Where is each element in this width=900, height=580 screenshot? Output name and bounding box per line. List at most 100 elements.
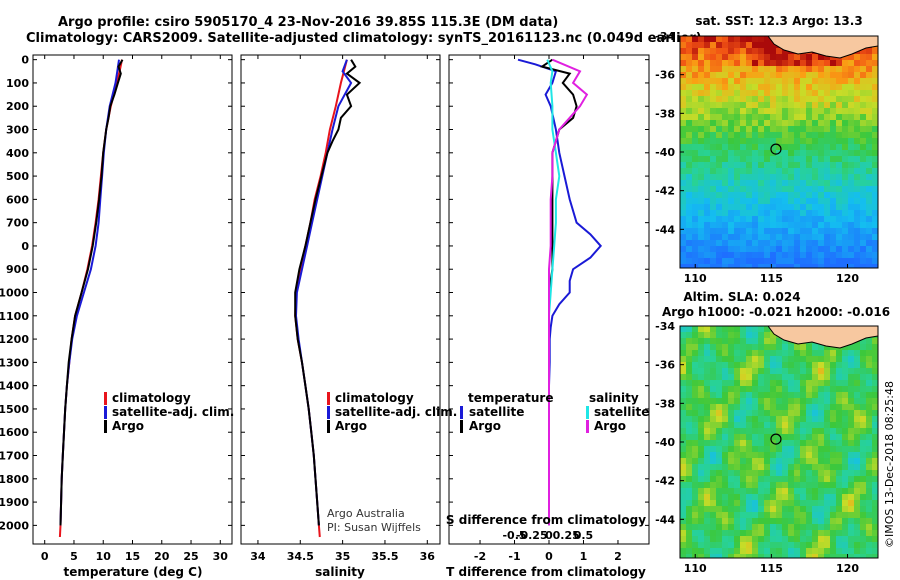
sla-map-cell (818, 536, 825, 543)
sla-map-cell (770, 548, 777, 555)
sla-map-cell (704, 542, 711, 549)
sst-map-cell (710, 258, 717, 265)
sla-map-cell (722, 518, 729, 525)
sla-map-cell (710, 464, 717, 471)
sla-map-cell (692, 434, 699, 441)
sla-map-cell (866, 368, 873, 375)
sst-map-cell (818, 66, 825, 73)
sla-map-cell (866, 350, 873, 357)
sla-map-cell (680, 524, 687, 531)
sla-map-cell (722, 446, 729, 453)
series-line-climatology (294, 59, 348, 538)
sla-map-cell (806, 548, 813, 555)
sla-map-cell (704, 338, 711, 345)
depth-axis: 0100200300400500600700090010001100120013… (0, 54, 649, 532)
sla-map-cell (830, 410, 837, 417)
sst-map-cell (788, 114, 795, 121)
sst-map-cell (680, 66, 687, 73)
sst-map-cell (776, 174, 783, 181)
sst-map-cell (698, 108, 705, 115)
sst-map-cell (848, 180, 855, 187)
map-lat-label: -40 (655, 146, 675, 159)
sla-map-cell (740, 458, 747, 465)
sla-map-cell (860, 530, 867, 537)
sla-map-cell (704, 362, 711, 369)
sla-map-cell (704, 512, 711, 519)
sst-map-cell (800, 54, 807, 61)
sla-map-cell (740, 554, 747, 558)
sst-map-cell (734, 60, 741, 67)
sst-map-cell (734, 138, 741, 145)
sst-map-cell (782, 234, 789, 241)
sst-map-cell (794, 66, 801, 73)
sst-map-cell (806, 102, 813, 109)
sla-map-cell (752, 518, 759, 525)
sst-map-cell (860, 66, 867, 73)
sst-map-cell (782, 240, 789, 247)
sla-map-cell (872, 386, 878, 393)
sla-map-cell (680, 428, 687, 435)
sst-map-cell (710, 210, 717, 217)
sst-map-cell (686, 210, 693, 217)
sst-map-cell (836, 102, 843, 109)
sla-map-cell (830, 464, 837, 471)
sla-map-cell (866, 434, 873, 441)
sst-map-cell (812, 120, 819, 127)
sla-map-cell (794, 548, 801, 555)
sst-map-cell (824, 168, 831, 175)
sla-map-cell (818, 392, 825, 399)
sla-map-cell (872, 416, 878, 423)
sla-map-cell (812, 446, 819, 453)
s-tick-label: -0.5 (502, 529, 526, 542)
sla-map-cell (728, 458, 735, 465)
sla-map-cell (692, 380, 699, 387)
sst-map-cell (872, 150, 878, 157)
sst-map-cell (686, 114, 693, 121)
sst-map-cell (746, 144, 753, 151)
sla-map-cell (716, 488, 723, 495)
sst-map-cell (716, 252, 723, 259)
sst-map-cell (692, 78, 699, 85)
sla-map-cell (872, 428, 878, 435)
sst-map-cell (782, 150, 789, 157)
sla-map-cell (800, 398, 807, 405)
sst-map-cell (836, 174, 843, 181)
sst-map-cell (860, 204, 867, 211)
sst-map-cell (752, 234, 759, 241)
sla-map-cell (794, 416, 801, 423)
sst-map-cell (794, 96, 801, 103)
sst-map-cell (722, 138, 729, 145)
sla-map-cell (848, 488, 855, 495)
sst-map-cell (680, 120, 687, 127)
sst-map-cell (824, 180, 831, 187)
sla-map-cell (680, 500, 687, 507)
sst-map-cell (722, 252, 729, 259)
sla-map-cell (830, 368, 837, 375)
sla-map-cell (794, 542, 801, 549)
sla-map-cell (698, 488, 705, 495)
sla-map-cell (770, 464, 777, 471)
sst-map-cell (746, 114, 753, 121)
sla-map-cell (860, 338, 867, 345)
sst-map-cell (740, 78, 747, 85)
sst-map-cell (716, 132, 723, 139)
sst-map-cell (806, 222, 813, 229)
sla-map-cell (824, 368, 831, 375)
sla-map-cell (740, 350, 747, 357)
sla-map-cell (686, 416, 693, 423)
sla-map-cell (824, 554, 831, 558)
sla-map-cell (818, 524, 825, 531)
sla-map-cell (698, 440, 705, 447)
sla-map-cell (734, 392, 741, 399)
sla-map-cell (788, 416, 795, 423)
sla-map-cell (776, 512, 783, 519)
sst-map-cell (830, 66, 837, 73)
sst-map-cell (824, 198, 831, 205)
sst-map-cell (764, 36, 771, 43)
sst-map-cell (848, 120, 855, 127)
sla-map-cell (806, 470, 813, 477)
sst-map-cell (806, 138, 813, 145)
sla-map-cell (722, 332, 729, 339)
sla-map-cell (800, 362, 807, 369)
sla-map-cell (854, 518, 861, 525)
